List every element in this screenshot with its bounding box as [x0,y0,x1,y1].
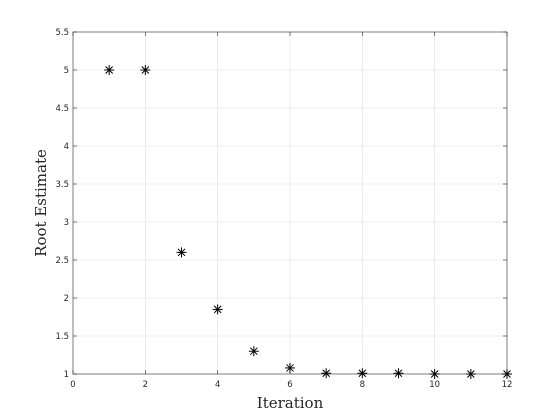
y-tick-label: 5 [64,66,69,76]
y-tick-label: 1 [64,370,69,380]
y-axis-ticks: 1 1.5 2 2.5 3 3.5 4 4.5 5 5.5 [55,28,507,380]
data-point [285,362,295,373]
y-axis-label: Root Estimate [32,149,50,257]
y-tick-label: 2.5 [55,256,69,266]
x-tick-label: 12 [502,380,513,390]
y-tick-label: 1.5 [55,332,69,342]
x-tick-label: 2 [143,380,148,390]
data-points [104,65,512,379]
data-point [393,368,404,379]
x-axis-label: Iteration [257,394,324,412]
data-point [429,369,440,379]
data-point [465,369,476,379]
data-point [140,65,151,75]
data-point [176,247,187,258]
grid-lines [73,32,507,374]
data-point [357,368,368,379]
y-tick-label: 5.5 [55,28,69,38]
x-tick-label: 0 [70,380,75,390]
y-tick-label: 4.5 [55,104,69,114]
x-tick-label: 10 [429,380,440,390]
data-point [104,65,115,75]
data-point [248,346,259,357]
y-tick-label: 3 [64,218,69,228]
x-axis-ticks: 0 2 4 6 8 10 12 [70,32,512,390]
data-point [212,304,223,315]
x-tick-label: 6 [287,380,292,390]
y-tick-label: 2 [64,294,69,304]
data-point [321,368,332,379]
x-tick-label: 8 [360,380,365,390]
y-tick-label: 3.5 [55,180,69,190]
data-point [502,369,512,379]
y-tick-label: 4 [64,142,69,152]
x-tick-label: 4 [215,380,220,390]
